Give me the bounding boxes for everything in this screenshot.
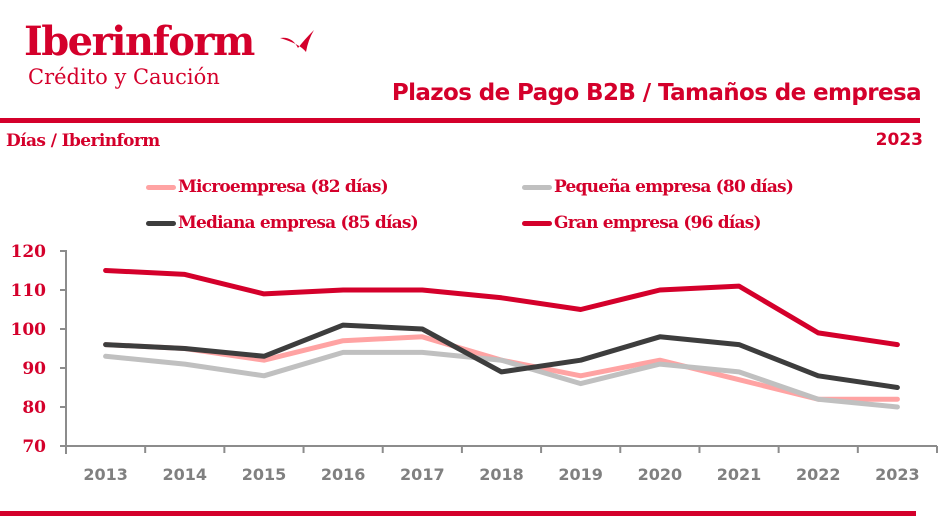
legend-swatch (522, 184, 552, 190)
year-label: 2023 (875, 130, 923, 150)
legend-item-microempresa: Microempresa (82 días) (146, 177, 389, 197)
bottom-divider (0, 511, 916, 516)
y-tick-label: 100 (11, 320, 47, 340)
arrow-logo-icon (280, 30, 314, 52)
y-tick-label: 90 (22, 359, 46, 379)
brand-logo: Iberinform Crédito y Caución (24, 18, 314, 90)
x-tick-label: 2021 (717, 465, 762, 484)
x-tick-label: 2022 (796, 465, 841, 484)
x-tick-label: 2020 (638, 465, 683, 484)
y-tick-label: 80 (22, 398, 46, 418)
brand-subtitle: Crédito y Caución (28, 65, 220, 89)
y-tick-label: 110 (11, 281, 47, 301)
x-tick-label: 2013 (83, 465, 128, 484)
legend-label: Gran empresa (96 días) (554, 213, 762, 233)
x-tick-label: 2019 (558, 465, 603, 484)
series-line-3 (103, 268, 900, 348)
unit-label: Días / Iberinform (6, 131, 160, 151)
x-tick-label: 2018 (479, 465, 524, 484)
top-divider (0, 118, 920, 123)
legend-item-mediana-empresa: Mediana empresa (85 días) (146, 213, 419, 233)
legend-swatch (522, 220, 552, 226)
legend-swatch (146, 184, 176, 190)
legend-item-pequena-empresa: Pequeña empresa (80 días) (522, 177, 794, 197)
legend-label: Pequeña empresa (80 días) (554, 177, 794, 197)
x-tick-label: 2014 (163, 465, 208, 484)
legend-label: Microempresa (82 días) (178, 177, 389, 197)
x-tick-label: 2016 (321, 465, 366, 484)
y-tick-label: 120 (11, 242, 47, 262)
legend-item-gran-empresa: Gran empresa (96 días) (522, 213, 762, 233)
x-tick-label: 2017 (400, 465, 445, 484)
x-tick-label: 2023 (875, 465, 920, 484)
legend-label: Mediana empresa (85 días) (178, 213, 419, 233)
x-tick-label: 2015 (242, 465, 287, 484)
legend-swatch (146, 220, 176, 226)
y-tick-label: 70 (22, 437, 46, 457)
chart-title: Plazos de Pago B2B / Tamaños de empresa (391, 80, 922, 106)
brand-name: Iberinform (24, 18, 255, 65)
